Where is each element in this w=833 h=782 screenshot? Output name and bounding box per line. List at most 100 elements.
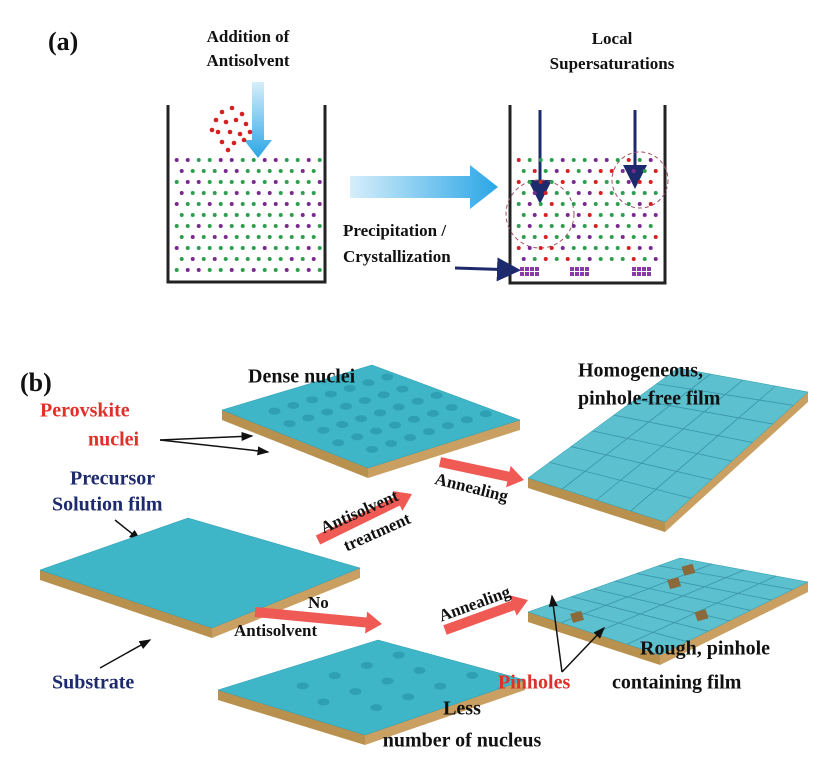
particle — [550, 224, 554, 228]
droplet — [228, 130, 233, 135]
label: Antisolvent — [234, 621, 317, 640]
particle — [643, 213, 647, 217]
particle — [191, 191, 195, 195]
particle — [279, 257, 283, 261]
particle — [616, 246, 620, 250]
particle — [572, 246, 576, 250]
nucleus — [431, 392, 443, 399]
particle — [577, 191, 581, 195]
particle — [539, 224, 543, 228]
particle — [522, 169, 526, 173]
droplet — [232, 141, 237, 146]
particle — [533, 213, 537, 217]
nucleus — [350, 688, 362, 695]
particle — [533, 235, 537, 239]
particle — [307, 246, 311, 250]
particle — [296, 224, 300, 228]
particle — [241, 224, 245, 228]
particle — [638, 246, 642, 250]
particle — [555, 191, 559, 195]
particle — [296, 180, 300, 184]
particle — [632, 235, 636, 239]
particle — [246, 169, 250, 173]
nucleus — [329, 672, 341, 679]
particle — [180, 191, 184, 195]
particle — [191, 213, 195, 217]
particle — [186, 224, 190, 228]
particle — [285, 180, 289, 184]
particle — [588, 257, 592, 261]
particle — [307, 202, 311, 206]
particle — [263, 268, 267, 272]
nucleus — [423, 428, 435, 435]
particle — [252, 180, 256, 184]
particle — [235, 235, 239, 239]
particle — [594, 180, 598, 184]
particle — [274, 180, 278, 184]
crystal — [642, 272, 646, 276]
crystal — [570, 272, 574, 276]
nucleus — [302, 414, 314, 421]
particle — [528, 202, 532, 206]
crystal — [585, 272, 589, 276]
particle — [539, 158, 543, 162]
droplet — [244, 122, 249, 127]
particle — [572, 158, 576, 162]
particle — [627, 246, 631, 250]
particle — [202, 213, 206, 217]
label: No — [308, 593, 329, 612]
particle — [213, 169, 217, 173]
particle — [555, 257, 559, 261]
particle — [649, 202, 653, 206]
particle — [312, 235, 316, 239]
particle — [274, 246, 278, 250]
particle — [566, 235, 570, 239]
particle — [230, 268, 234, 272]
particle — [594, 224, 598, 228]
nucleus — [461, 416, 473, 423]
particle — [544, 191, 548, 195]
particle — [539, 180, 543, 184]
particle — [263, 158, 267, 162]
particle — [224, 169, 228, 173]
particle — [191, 235, 195, 239]
nucleus — [340, 403, 352, 410]
particle — [632, 257, 636, 261]
particle — [312, 191, 316, 195]
droplet — [226, 148, 231, 153]
crystal — [535, 267, 539, 271]
nucleus — [442, 422, 454, 429]
particle — [522, 235, 526, 239]
droplet — [234, 118, 239, 123]
crystal — [535, 272, 539, 276]
particle — [533, 169, 537, 173]
nucleus — [318, 699, 330, 706]
particle — [533, 191, 537, 195]
particle — [605, 202, 609, 206]
crystal — [637, 272, 641, 276]
crystal — [642, 267, 646, 271]
particle — [241, 268, 245, 272]
crystal — [637, 267, 641, 271]
particle — [175, 224, 179, 228]
crystal — [525, 267, 529, 271]
particle — [318, 246, 322, 250]
particle — [555, 213, 559, 217]
particle — [252, 158, 256, 162]
particle — [544, 169, 548, 173]
particle — [263, 224, 267, 228]
particle — [544, 257, 548, 261]
particle — [638, 202, 642, 206]
particle — [605, 158, 609, 162]
droplet — [216, 130, 221, 135]
particle — [186, 246, 190, 250]
particle — [588, 213, 592, 217]
particle — [301, 191, 305, 195]
particle — [268, 191, 272, 195]
particle — [263, 246, 267, 250]
crystal — [585, 267, 589, 271]
particle — [208, 158, 212, 162]
nucleus — [466, 672, 478, 679]
nucleus — [402, 693, 414, 700]
nucleus — [306, 396, 318, 403]
